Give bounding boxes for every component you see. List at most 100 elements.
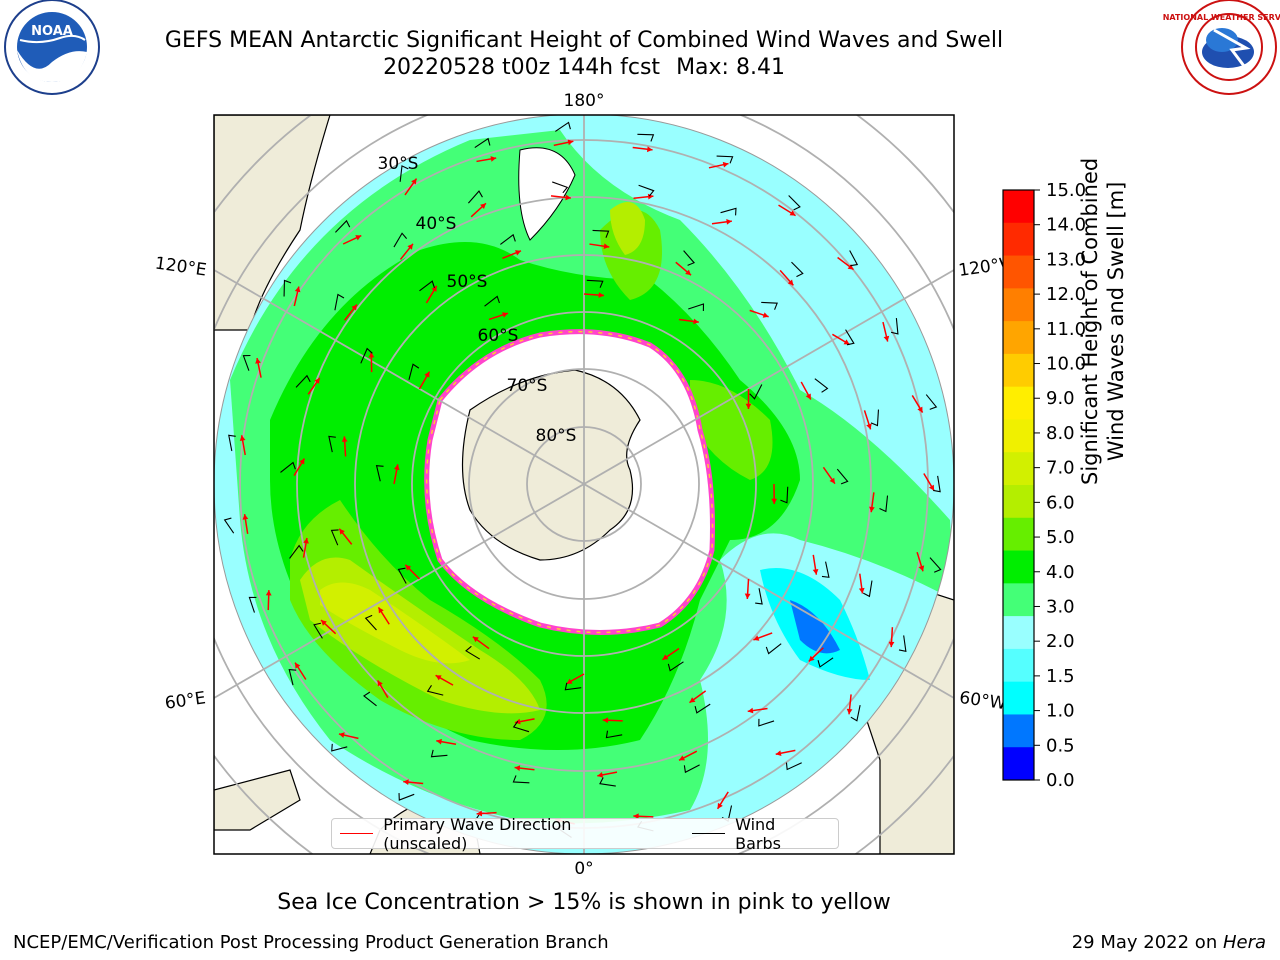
wave-arrow-head bbox=[787, 279, 794, 286]
wind-barb bbox=[638, 184, 655, 197]
wind-barb bbox=[863, 580, 873, 598]
colorbar-swatch bbox=[1003, 419, 1034, 453]
colorbar-swatch bbox=[1003, 648, 1034, 683]
noaa-logo: NOAA bbox=[4, 0, 100, 95]
colorbar-swatch bbox=[1003, 583, 1034, 617]
lat-label-40s: 40°S bbox=[416, 214, 457, 234]
nws-logo-text: NATIONAL WEATHER SERVICE bbox=[1163, 13, 1280, 22]
wave-arrow-head bbox=[775, 750, 782, 757]
chart-subtitle: 20220528 t00z 144h fcst Max: 8.41 bbox=[0, 54, 1168, 81]
wind-barb bbox=[765, 643, 782, 655]
wave-arrow-head bbox=[722, 161, 729, 168]
wind-barb bbox=[555, 121, 571, 132]
wave-arrow-head bbox=[431, 285, 437, 292]
wind-barb bbox=[780, 486, 789, 504]
colorbar-swatch bbox=[1003, 386, 1034, 420]
wind-barb bbox=[749, 384, 763, 400]
sea-ice-note: Sea Ice Concentration > 15% is shown in … bbox=[277, 890, 891, 915]
wave-arrow-head bbox=[869, 506, 875, 513]
wave-arrow-head bbox=[566, 678, 573, 684]
wave-arrow-head bbox=[866, 423, 872, 430]
legend-label-wave: Primary Wave Direction (unscaled) bbox=[383, 814, 572, 853]
wave-arrow-head bbox=[321, 620, 327, 626]
wind-barb bbox=[850, 704, 861, 722]
wave-arrow-head bbox=[294, 286, 301, 293]
wave-arrow-head bbox=[805, 393, 811, 400]
wave-arrow-head bbox=[847, 264, 854, 270]
lat-label-60s: 60°S bbox=[478, 326, 519, 346]
wave-arrow-head bbox=[411, 178, 417, 185]
wind-barb bbox=[586, 279, 604, 288]
colorbar-tick-label: 12.0 bbox=[1046, 284, 1086, 305]
wind-barb bbox=[430, 749, 448, 758]
colorbar-label: Significant Height of Combined Wind Wave… bbox=[1077, 158, 1129, 485]
wave-arrow-head bbox=[355, 235, 362, 241]
wind-barb bbox=[426, 685, 444, 696]
colorbar-border bbox=[1002, 189, 1035, 781]
wave-arrow-head bbox=[339, 528, 345, 535]
wave-arrow-head bbox=[480, 203, 486, 210]
wind-barb bbox=[667, 661, 684, 672]
wave-arrow-head bbox=[295, 662, 301, 669]
wind-barb bbox=[360, 347, 373, 364]
wave-arrow-head bbox=[717, 802, 723, 809]
colorbar-tick-label: 13.0 bbox=[1046, 249, 1086, 270]
colorbar-tick-label: 14.0 bbox=[1046, 215, 1086, 236]
wind-barb bbox=[512, 775, 530, 784]
wind-barb bbox=[817, 657, 834, 668]
wave-arrow-head bbox=[490, 156, 497, 162]
wind-barb bbox=[474, 137, 491, 149]
wave-arrow-head bbox=[255, 358, 261, 364]
wind-barb bbox=[242, 354, 251, 371]
wind-barb bbox=[836, 468, 849, 485]
wind-barb bbox=[683, 250, 696, 266]
wind-barb bbox=[870, 409, 880, 427]
wave-arrow-head bbox=[602, 717, 609, 724]
wind-barb bbox=[335, 219, 351, 233]
wave-arrow-head bbox=[745, 403, 752, 409]
wave-arrow-head bbox=[685, 269, 692, 276]
wave-arrow-head bbox=[514, 765, 521, 771]
legend-swatch-barb bbox=[691, 833, 726, 834]
wind-barb bbox=[397, 567, 407, 584]
wind-barb bbox=[280, 461, 296, 473]
colorbar-swatch bbox=[1003, 190, 1034, 224]
wave-arrow-head bbox=[567, 139, 574, 146]
wave-arrow-head bbox=[679, 755, 686, 761]
run-label: 20220528 t00z 144h fcst bbox=[383, 55, 661, 80]
wind-barb bbox=[791, 261, 804, 278]
wave-arrow-head bbox=[436, 738, 442, 745]
colorbar-swatch bbox=[1003, 288, 1034, 322]
wave-arrow-head bbox=[762, 312, 769, 318]
wave-arrow-head bbox=[662, 654, 669, 660]
lon-label-180: 180° bbox=[564, 91, 605, 111]
colorbar-tick-label: 11.0 bbox=[1046, 319, 1086, 340]
colorbar-tick-label: 1.5 bbox=[1046, 666, 1075, 687]
wind-barb bbox=[375, 465, 384, 482]
nws-logo: NATIONAL WEATHER SERVICE bbox=[1163, 0, 1280, 95]
wave-arrow-head bbox=[502, 312, 509, 318]
graticule bbox=[214, 115, 954, 854]
wave-arrow-head bbox=[265, 590, 272, 596]
wave-arrow-head bbox=[378, 607, 384, 614]
wave-arrow-head bbox=[633, 813, 639, 820]
colorbar-tick-label: 8.0 bbox=[1046, 423, 1075, 444]
wind-barb bbox=[248, 596, 257, 613]
wind-barb bbox=[637, 133, 655, 142]
wave-arrow-head bbox=[883, 335, 890, 342]
wind-barb bbox=[788, 195, 801, 211]
wind-barb bbox=[223, 517, 235, 534]
wave-arrow-head bbox=[744, 593, 751, 599]
colorbar-swatch bbox=[1003, 255, 1034, 289]
lon-label-60w: 60°W bbox=[958, 688, 1007, 714]
wave-arrow-head bbox=[647, 193, 654, 200]
footer-date-text: 29 May 2022 on bbox=[1071, 932, 1223, 953]
wave-arrow-head bbox=[393, 464, 400, 471]
wind-barb bbox=[755, 588, 763, 605]
wave-arrow-head bbox=[829, 477, 835, 484]
colorbar-swatch bbox=[1003, 452, 1034, 486]
wind-barb bbox=[694, 703, 711, 714]
map-frame bbox=[213, 114, 955, 855]
wind-barb bbox=[228, 434, 236, 452]
wave-arrow-head bbox=[693, 318, 699, 325]
